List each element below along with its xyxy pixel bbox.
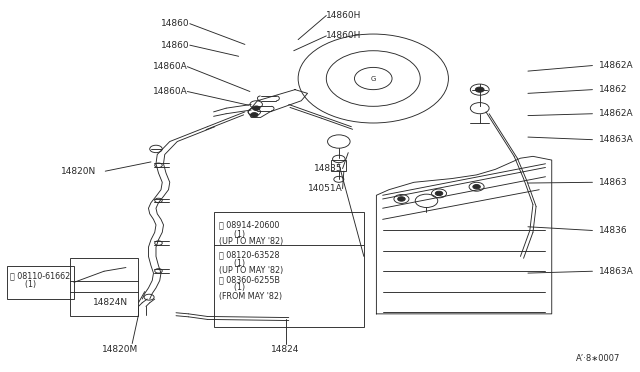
Text: 14820N: 14820N bbox=[61, 167, 96, 176]
Text: Ⓑ 08120-63528: Ⓑ 08120-63528 bbox=[219, 250, 279, 259]
Text: G: G bbox=[371, 76, 376, 81]
Bar bbox=[332, 160, 346, 171]
Circle shape bbox=[473, 185, 481, 189]
Text: (1): (1) bbox=[10, 280, 36, 289]
Text: 14860H: 14860H bbox=[326, 31, 362, 41]
Bar bbox=[70, 258, 138, 316]
Text: 14862: 14862 bbox=[598, 85, 627, 94]
Text: (1): (1) bbox=[219, 259, 244, 267]
Circle shape bbox=[397, 197, 405, 201]
Bar bbox=[7, 266, 74, 299]
Circle shape bbox=[250, 113, 258, 117]
Circle shape bbox=[252, 106, 260, 110]
Text: 14820M: 14820M bbox=[102, 344, 138, 353]
Text: (1): (1) bbox=[219, 230, 244, 239]
Text: A’·8∗0007: A’·8∗0007 bbox=[576, 354, 621, 363]
Text: 14860A: 14860A bbox=[152, 62, 188, 71]
Text: Ⓝ 08914-20600: Ⓝ 08914-20600 bbox=[219, 221, 279, 230]
Text: 14860H: 14860H bbox=[326, 11, 362, 20]
Text: 14863: 14863 bbox=[598, 178, 627, 187]
Text: 14836: 14836 bbox=[598, 226, 627, 235]
Circle shape bbox=[435, 191, 443, 196]
Text: 14860: 14860 bbox=[161, 19, 190, 28]
Text: 14860A: 14860A bbox=[152, 87, 188, 96]
Bar bbox=[214, 212, 364, 327]
Text: 14862A: 14862A bbox=[598, 109, 634, 118]
Text: (FROM MAY '82): (FROM MAY '82) bbox=[219, 292, 282, 301]
Text: 14863A: 14863A bbox=[598, 267, 634, 276]
Text: 14835: 14835 bbox=[314, 164, 342, 173]
Circle shape bbox=[476, 87, 484, 92]
Text: (1): (1) bbox=[219, 283, 244, 292]
Text: 14863A: 14863A bbox=[598, 135, 634, 144]
Text: Ⓑ 08360-6255B: Ⓑ 08360-6255B bbox=[219, 275, 280, 284]
Text: 14862A: 14862A bbox=[598, 61, 634, 70]
Text: (UP TO MAY '82): (UP TO MAY '82) bbox=[219, 237, 283, 246]
Text: Ⓑ 08110-61662: Ⓑ 08110-61662 bbox=[10, 271, 70, 280]
Text: 14051A: 14051A bbox=[308, 184, 342, 193]
Text: 14824: 14824 bbox=[271, 344, 300, 353]
Text: (UP TO MAY '82): (UP TO MAY '82) bbox=[219, 266, 283, 275]
Text: 14824N: 14824N bbox=[93, 298, 128, 307]
Text: 14860: 14860 bbox=[161, 41, 190, 50]
